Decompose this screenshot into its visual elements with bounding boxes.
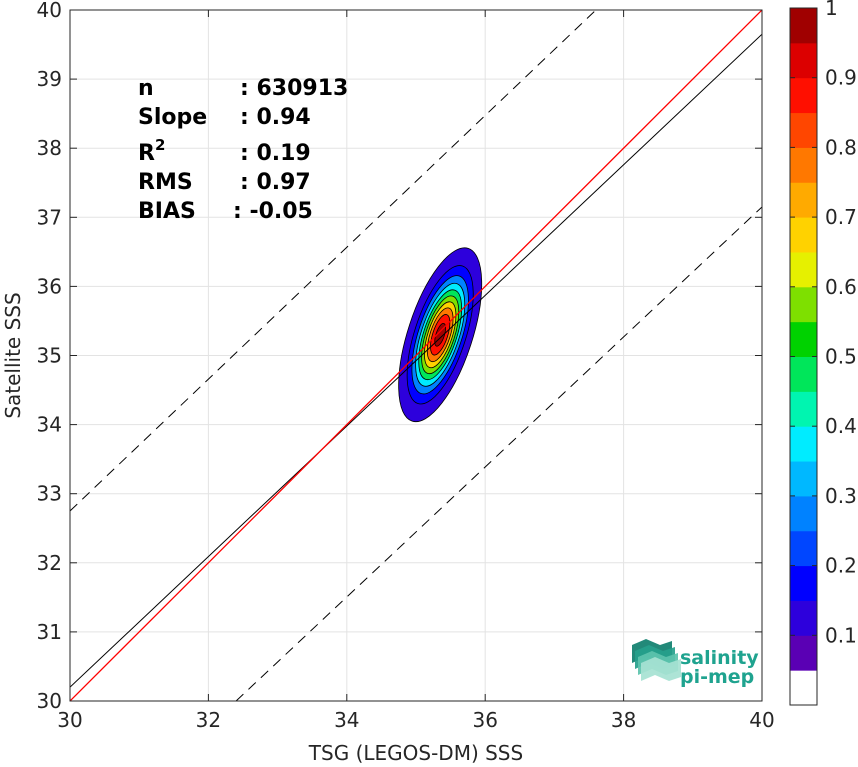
stat-value-bias: : -0.05 xyxy=(233,199,313,224)
logo-text-line1: salinity xyxy=(680,647,759,669)
colorbar-segment-2 xyxy=(790,600,817,636)
colorbar-segment-19 xyxy=(790,8,817,44)
colorbar-tick-label-0.7: 0.7 xyxy=(825,205,857,229)
y-tick-label-30: 30 xyxy=(37,689,62,713)
stat-label-n: n xyxy=(138,76,154,101)
colorbar-segment-16 xyxy=(790,112,817,148)
colorbar-tick-label-0.3: 0.3 xyxy=(825,484,857,508)
y-tick-label-32: 32 xyxy=(37,551,62,575)
x-tick-label-36: 36 xyxy=(472,708,497,732)
regression-line xyxy=(70,33,762,688)
stat-label-rms: RMS xyxy=(138,170,193,195)
colorbar-segment-18 xyxy=(790,42,817,79)
x-tick-label-30: 30 xyxy=(57,708,82,732)
colorbar-segment-5 xyxy=(790,495,817,532)
stat-value-rms: : 0.97 xyxy=(240,170,311,195)
colorbar-tick-label-0.5: 0.5 xyxy=(825,345,857,369)
stat-label-slope: Slope xyxy=(138,105,207,130)
colorbar-segment-7 xyxy=(790,426,817,462)
logo-wave-icon-4 xyxy=(641,657,681,681)
y-tick-label-34: 34 xyxy=(37,413,62,437)
y-tick-label-36: 36 xyxy=(37,274,62,298)
stat-label-superscript: 2 xyxy=(155,136,165,154)
colorbar-segment-4 xyxy=(790,530,817,567)
stat-value-r: : 0.19 xyxy=(240,141,311,166)
dashed-bound-line-1 xyxy=(70,10,597,512)
y-tick-label-37: 37 xyxy=(37,205,62,229)
colorbar-segment-1 xyxy=(790,635,817,671)
colorbar-segment-12 xyxy=(790,251,817,288)
colorbar-segment-0 xyxy=(790,670,817,706)
x-tick-label-32: 32 xyxy=(196,708,221,732)
y-tick-label-35: 35 xyxy=(37,344,62,368)
colorbar-tick-label-1: 1 xyxy=(825,0,838,20)
colorbar-tick-label-0.8: 0.8 xyxy=(825,135,857,159)
colorbar-segment-8 xyxy=(790,391,817,427)
density-contours xyxy=(398,247,483,423)
identity-line xyxy=(70,10,762,701)
colorbar-segment-11 xyxy=(790,286,817,323)
colorbar-tick-label-0.1: 0.1 xyxy=(825,623,857,647)
x-tick-label-40: 40 xyxy=(749,708,774,732)
x-axis-label: TSG (LEGOS-DM) SSS xyxy=(308,741,523,765)
colorbar-segment-9 xyxy=(790,356,817,392)
x-tick-label-34: 34 xyxy=(334,708,359,732)
reference-lines xyxy=(70,10,762,701)
colorbar-segment-10 xyxy=(790,321,817,357)
stat-label-bias: BIAS xyxy=(138,199,196,224)
colorbar-segment-15 xyxy=(790,147,817,183)
x-tick-label-38: 38 xyxy=(611,708,636,732)
colorbar-segment-6 xyxy=(790,461,817,497)
colorbar-segment-17 xyxy=(790,77,817,114)
y-tick-label-39: 39 xyxy=(37,67,62,91)
colorbar-segment-3 xyxy=(790,565,817,601)
colorbar-tick-label-0.9: 0.9 xyxy=(825,66,857,90)
colorbar-tick-label-0.4: 0.4 xyxy=(825,414,857,438)
colorbar-segment-14 xyxy=(790,182,817,218)
colorbar-segment-13 xyxy=(790,217,817,253)
colorbar: 0.1 0.2 0.3 0.4 0.5 0.6 0.7 0.8 0.9 1 xyxy=(789,0,857,706)
grid xyxy=(69,9,763,702)
y-tick-label-33: 33 xyxy=(37,482,62,506)
y-tick-label-31: 31 xyxy=(37,620,62,644)
stat-value-slope: : 0.94 xyxy=(240,105,311,130)
dashed-bound-line-2 xyxy=(235,206,762,701)
logo-text-line2: pi-mep xyxy=(680,666,754,688)
colorbar-tick-label-0.6: 0.6 xyxy=(825,275,857,299)
y-tick-label-38: 38 xyxy=(37,136,62,160)
y-axis-label: Satellite SSS xyxy=(1,292,25,418)
stat-value-n: : 630913 xyxy=(240,76,348,101)
colorbar-tick-label-0.2: 0.2 xyxy=(825,554,857,578)
y-tick-label-40: 40 xyxy=(37,0,62,22)
